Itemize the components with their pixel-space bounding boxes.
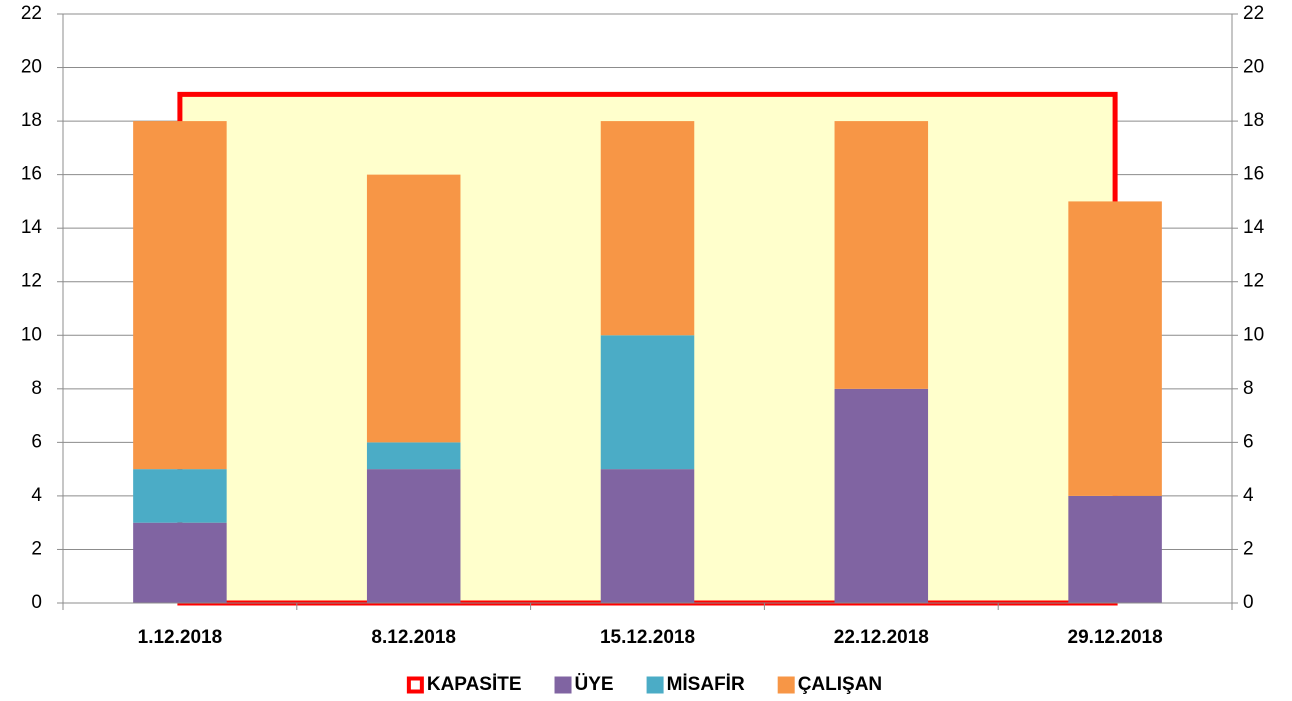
y2-tick-label: 16	[1243, 164, 1264, 185]
y2-tick-label: 6	[1243, 431, 1254, 452]
y2-tick-label: 2	[1243, 538, 1254, 559]
bar-segment	[1068, 201, 1162, 496]
legend-marker	[777, 676, 795, 694]
y-tick-label: 16	[21, 164, 42, 185]
y-tick-label: 4	[31, 485, 42, 506]
legend-label: ÇALIŞAN	[798, 674, 882, 695]
legend-marker	[406, 676, 424, 694]
bar-segment	[133, 522, 227, 603]
bar-segment	[600, 335, 695, 470]
y2-tick-label: 12	[1243, 271, 1264, 292]
y-tick-label: 2	[31, 538, 42, 559]
legend-marker	[554, 676, 572, 694]
y-tick-label: 22	[21, 3, 42, 24]
legend-label: KAPASİTE	[427, 674, 522, 695]
y-tick-label: 20	[21, 57, 42, 78]
y2-tick-label: 22	[1243, 3, 1264, 24]
x-tick-label: 22.12.2018	[834, 627, 929, 648]
y2-tick-label: 20	[1243, 57, 1264, 78]
y2-tick-label: 14	[1243, 217, 1265, 238]
y2-tick-label: 0	[1243, 592, 1254, 613]
y-tick-label: 6	[31, 431, 42, 452]
y-tick-label: 14	[21, 217, 43, 238]
bar-segment	[133, 469, 227, 523]
y-tick-label: 0	[31, 592, 42, 613]
bar-segment	[133, 121, 227, 470]
bar-segment	[366, 174, 461, 443]
x-tick-label: 15.12.2018	[600, 627, 695, 648]
y-tick-label: 12	[21, 271, 42, 292]
x-tick-label: 8.12.2018	[371, 627, 456, 648]
bar-segment	[1068, 495, 1162, 603]
y2-tick-label: 10	[1243, 324, 1264, 345]
bar-segment	[366, 442, 461, 470]
y-tick-label: 8	[31, 378, 42, 399]
bar-segment	[834, 388, 929, 603]
bar-segment	[600, 121, 695, 336]
bar-segment	[834, 121, 929, 389]
x-tick-label: 1.12.2018	[138, 627, 223, 648]
x-tick-label: 29.12.2018	[1068, 627, 1163, 648]
y2-tick-label: 4	[1243, 485, 1254, 506]
bar-segment	[600, 469, 695, 603]
legend-marker	[646, 676, 664, 694]
y2-tick-label: 8	[1243, 378, 1254, 399]
legend-label: MİSAFİR	[667, 674, 745, 695]
legend-label: ÜYE	[575, 674, 614, 695]
y-tick-label: 18	[21, 110, 42, 131]
y-tick-label: 10	[21, 324, 42, 345]
bar-segment	[366, 469, 461, 603]
y2-tick-label: 18	[1243, 110, 1264, 131]
